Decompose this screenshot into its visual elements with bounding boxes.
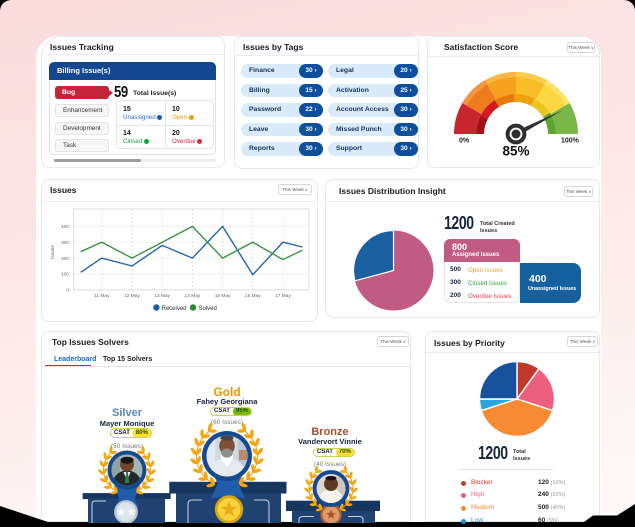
svg-text:16 May: 16 May (245, 293, 261, 299)
svg-text:400: 400 (61, 224, 69, 230)
svg-text:12 May: 12 May (124, 293, 140, 299)
svg-text:14 May: 14 May (185, 293, 201, 299)
svg-text:17 May: 17 May (275, 293, 291, 299)
svg-text:0%: 0% (459, 138, 470, 145)
svg-text:Received: Received (162, 306, 187, 312)
svg-text:11 May: 11 May (94, 293, 110, 299)
svg-text:100%: 100% (561, 138, 580, 145)
svg-text:100: 100 (61, 272, 69, 278)
svg-text:Issues: Issues (50, 244, 56, 258)
svg-text:0: 0 (66, 287, 69, 293)
svg-text:Solved: Solved (199, 306, 217, 312)
svg-text:13 May: 13 May (154, 293, 170, 299)
svg-text:300: 300 (61, 240, 69, 246)
svg-text:85%: 85% (502, 144, 529, 159)
svg-text:15 May: 15 May (215, 293, 231, 299)
svg-text:200: 200 (61, 256, 69, 262)
